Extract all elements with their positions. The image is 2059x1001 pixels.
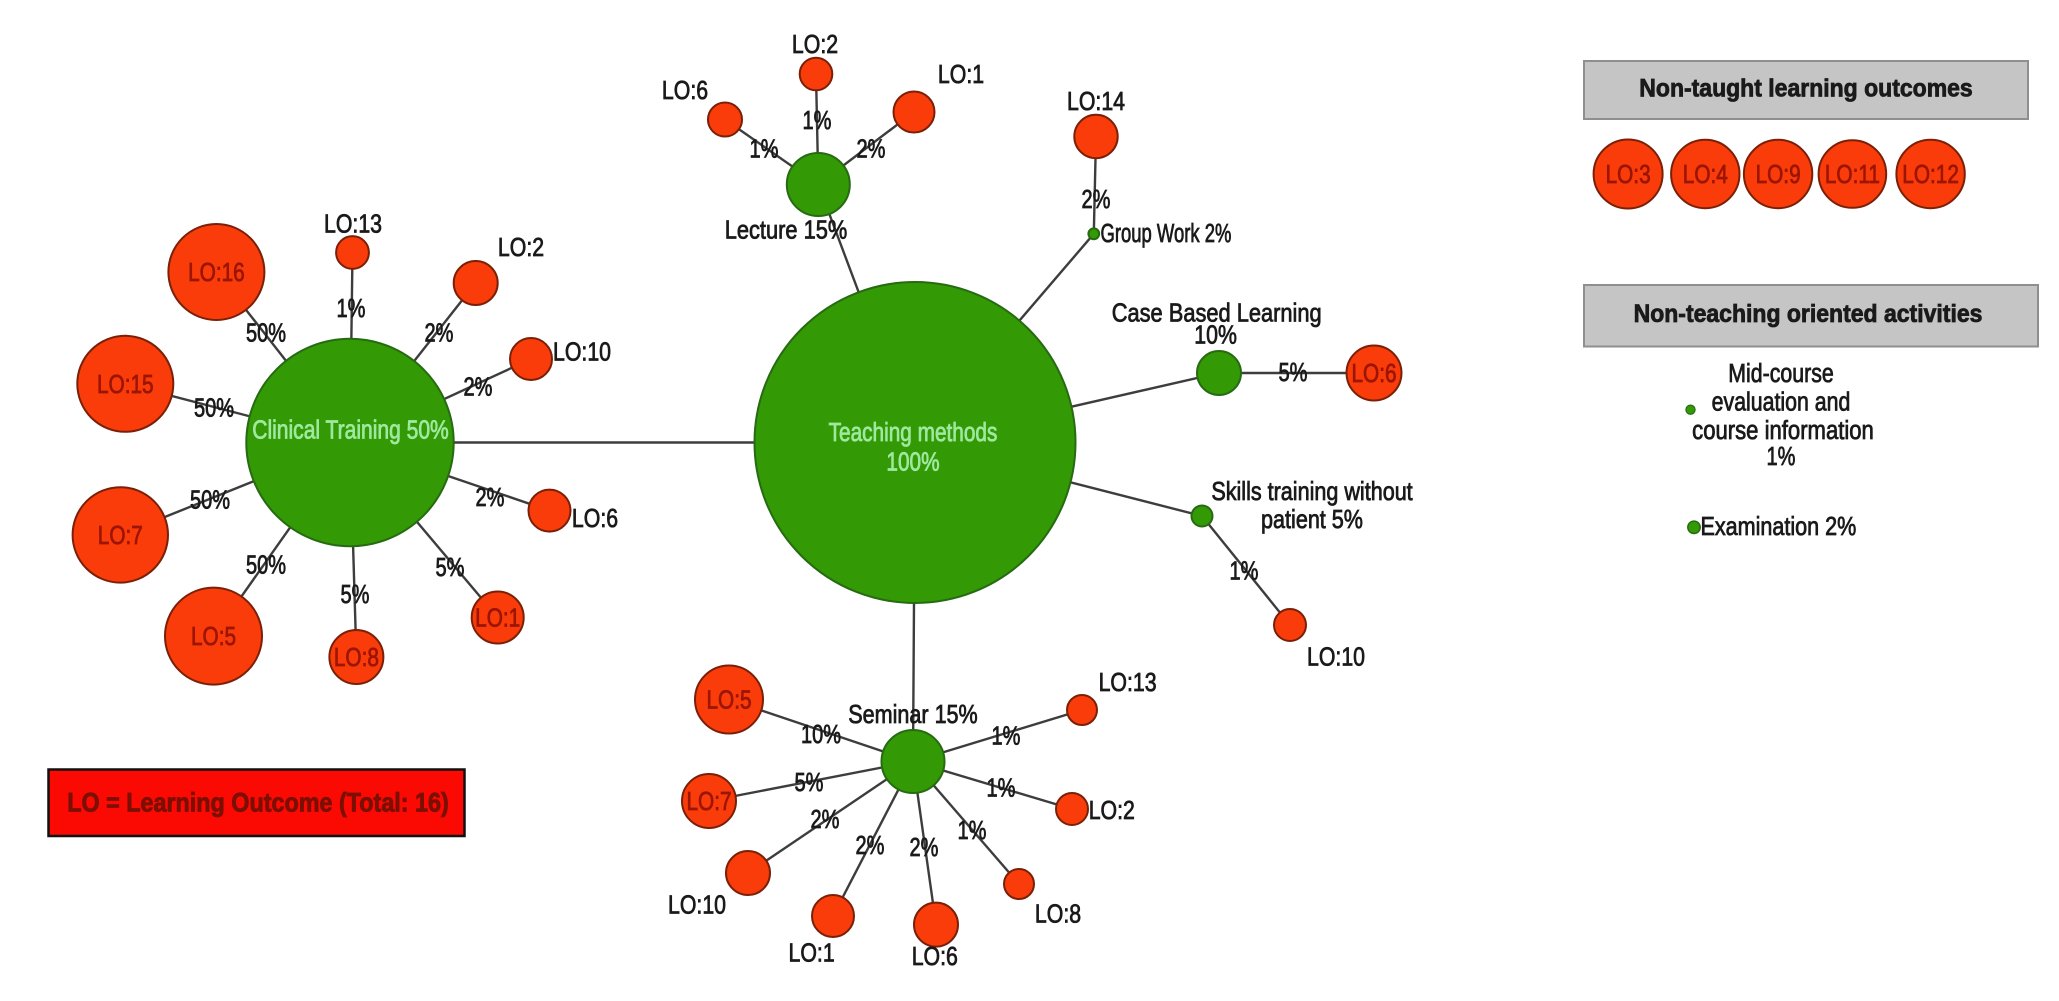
svg-text:1%: 1% (958, 815, 987, 844)
svg-text:LO:11: LO:11 (1825, 160, 1880, 189)
svg-text:LO:13: LO:13 (1099, 668, 1157, 698)
svg-text:5%: 5% (795, 767, 824, 796)
svg-text:Mid-course: Mid-course (1728, 359, 1833, 389)
svg-text:50%: 50% (246, 318, 286, 347)
svg-text:LO:10: LO:10 (1307, 643, 1365, 673)
svg-text:Non-teaching oriented activiti: Non-teaching oriented activities (1634, 300, 1983, 328)
svg-text:5%: 5% (341, 579, 370, 608)
svg-text:Examination 2%: Examination 2% (1701, 512, 1857, 541)
svg-text:LO:1: LO:1 (475, 603, 520, 632)
svg-text:LO:1: LO:1 (788, 939, 834, 969)
svg-text:LO:3: LO:3 (1606, 160, 1651, 189)
svg-text:LO:6: LO:6 (572, 504, 618, 534)
svg-text:LO:10: LO:10 (668, 891, 726, 921)
svg-text:LO:7: LO:7 (98, 521, 143, 550)
svg-text:Group Work 2%: Group Work 2% (1101, 219, 1232, 248)
svg-text:LO:5: LO:5 (191, 622, 236, 651)
svg-text:50%: 50% (194, 393, 234, 422)
svg-text:50%: 50% (246, 550, 286, 579)
svg-text:10%: 10% (1194, 321, 1237, 351)
svg-text:LO:9: LO:9 (1756, 160, 1801, 189)
svg-text:1%: 1% (337, 293, 366, 322)
svg-text:2%: 2% (811, 804, 840, 833)
svg-text:LO:2: LO:2 (792, 30, 838, 60)
svg-text:LO:7: LO:7 (686, 787, 731, 816)
svg-text:Case Based Learning: Case Based Learning (1112, 299, 1322, 328)
svg-text:LO:16: LO:16 (188, 258, 245, 287)
svg-text:LO:4: LO:4 (1683, 160, 1728, 189)
svg-text:LO:2: LO:2 (1089, 796, 1135, 826)
svg-text:LO:12: LO:12 (1902, 160, 1959, 189)
svg-text:2%: 2% (1082, 184, 1111, 213)
svg-text:1%: 1% (992, 721, 1021, 750)
svg-text:LO:10: LO:10 (553, 338, 611, 368)
svg-text:LO:5: LO:5 (706, 685, 751, 714)
svg-text:LO:1: LO:1 (938, 60, 984, 90)
svg-text:10%: 10% (801, 719, 841, 748)
svg-text:LO = Learning Outcome (Total:: LO = Learning Outcome (Total: 16) (67, 788, 449, 818)
svg-text:50%: 50% (190, 485, 230, 514)
svg-text:1%: 1% (750, 134, 779, 163)
svg-text:Lecture 15%: Lecture 15% (725, 216, 848, 245)
svg-text:2%: 2% (910, 832, 939, 861)
svg-text:2%: 2% (856, 830, 885, 859)
svg-text:5%: 5% (1279, 357, 1308, 386)
svg-text:Non-taught learning outcomes: Non-taught learning outcomes (1639, 75, 1972, 103)
svg-text:1%: 1% (803, 105, 832, 134)
svg-text:100%: 100% (886, 447, 939, 476)
svg-text:2%: 2% (476, 482, 505, 511)
svg-text:2%: 2% (464, 372, 493, 401)
svg-text:1%: 1% (987, 773, 1016, 802)
svg-text:1%: 1% (1230, 556, 1259, 585)
svg-text:Skills training without: Skills training without (1211, 477, 1413, 506)
svg-text:Seminar 15%: Seminar 15% (848, 700, 977, 729)
svg-text:course information: course information (1692, 416, 1874, 445)
svg-text:LO:6: LO:6 (912, 942, 958, 972)
svg-text:LO:6: LO:6 (1351, 359, 1396, 388)
svg-text:LO:14: LO:14 (1067, 87, 1125, 117)
svg-text:2%: 2% (857, 134, 886, 163)
svg-text:Teaching methods: Teaching methods (829, 418, 998, 447)
svg-text:LO:8: LO:8 (334, 643, 379, 672)
svg-text:LO:8: LO:8 (1035, 900, 1081, 930)
svg-text:LO:6: LO:6 (662, 76, 708, 106)
svg-text:evaluation and: evaluation and (1712, 388, 1851, 418)
svg-text:LO:2: LO:2 (498, 233, 544, 263)
svg-text:LO:13: LO:13 (324, 210, 382, 240)
svg-text:1%: 1% (1767, 441, 1796, 470)
svg-text:patient 5%: patient 5% (1261, 505, 1363, 534)
svg-text:2%: 2% (425, 318, 454, 347)
svg-text:5%: 5% (436, 552, 465, 581)
svg-text:Clinical Training 50%: Clinical Training 50% (252, 417, 449, 446)
svg-text:LO:15: LO:15 (97, 370, 154, 399)
